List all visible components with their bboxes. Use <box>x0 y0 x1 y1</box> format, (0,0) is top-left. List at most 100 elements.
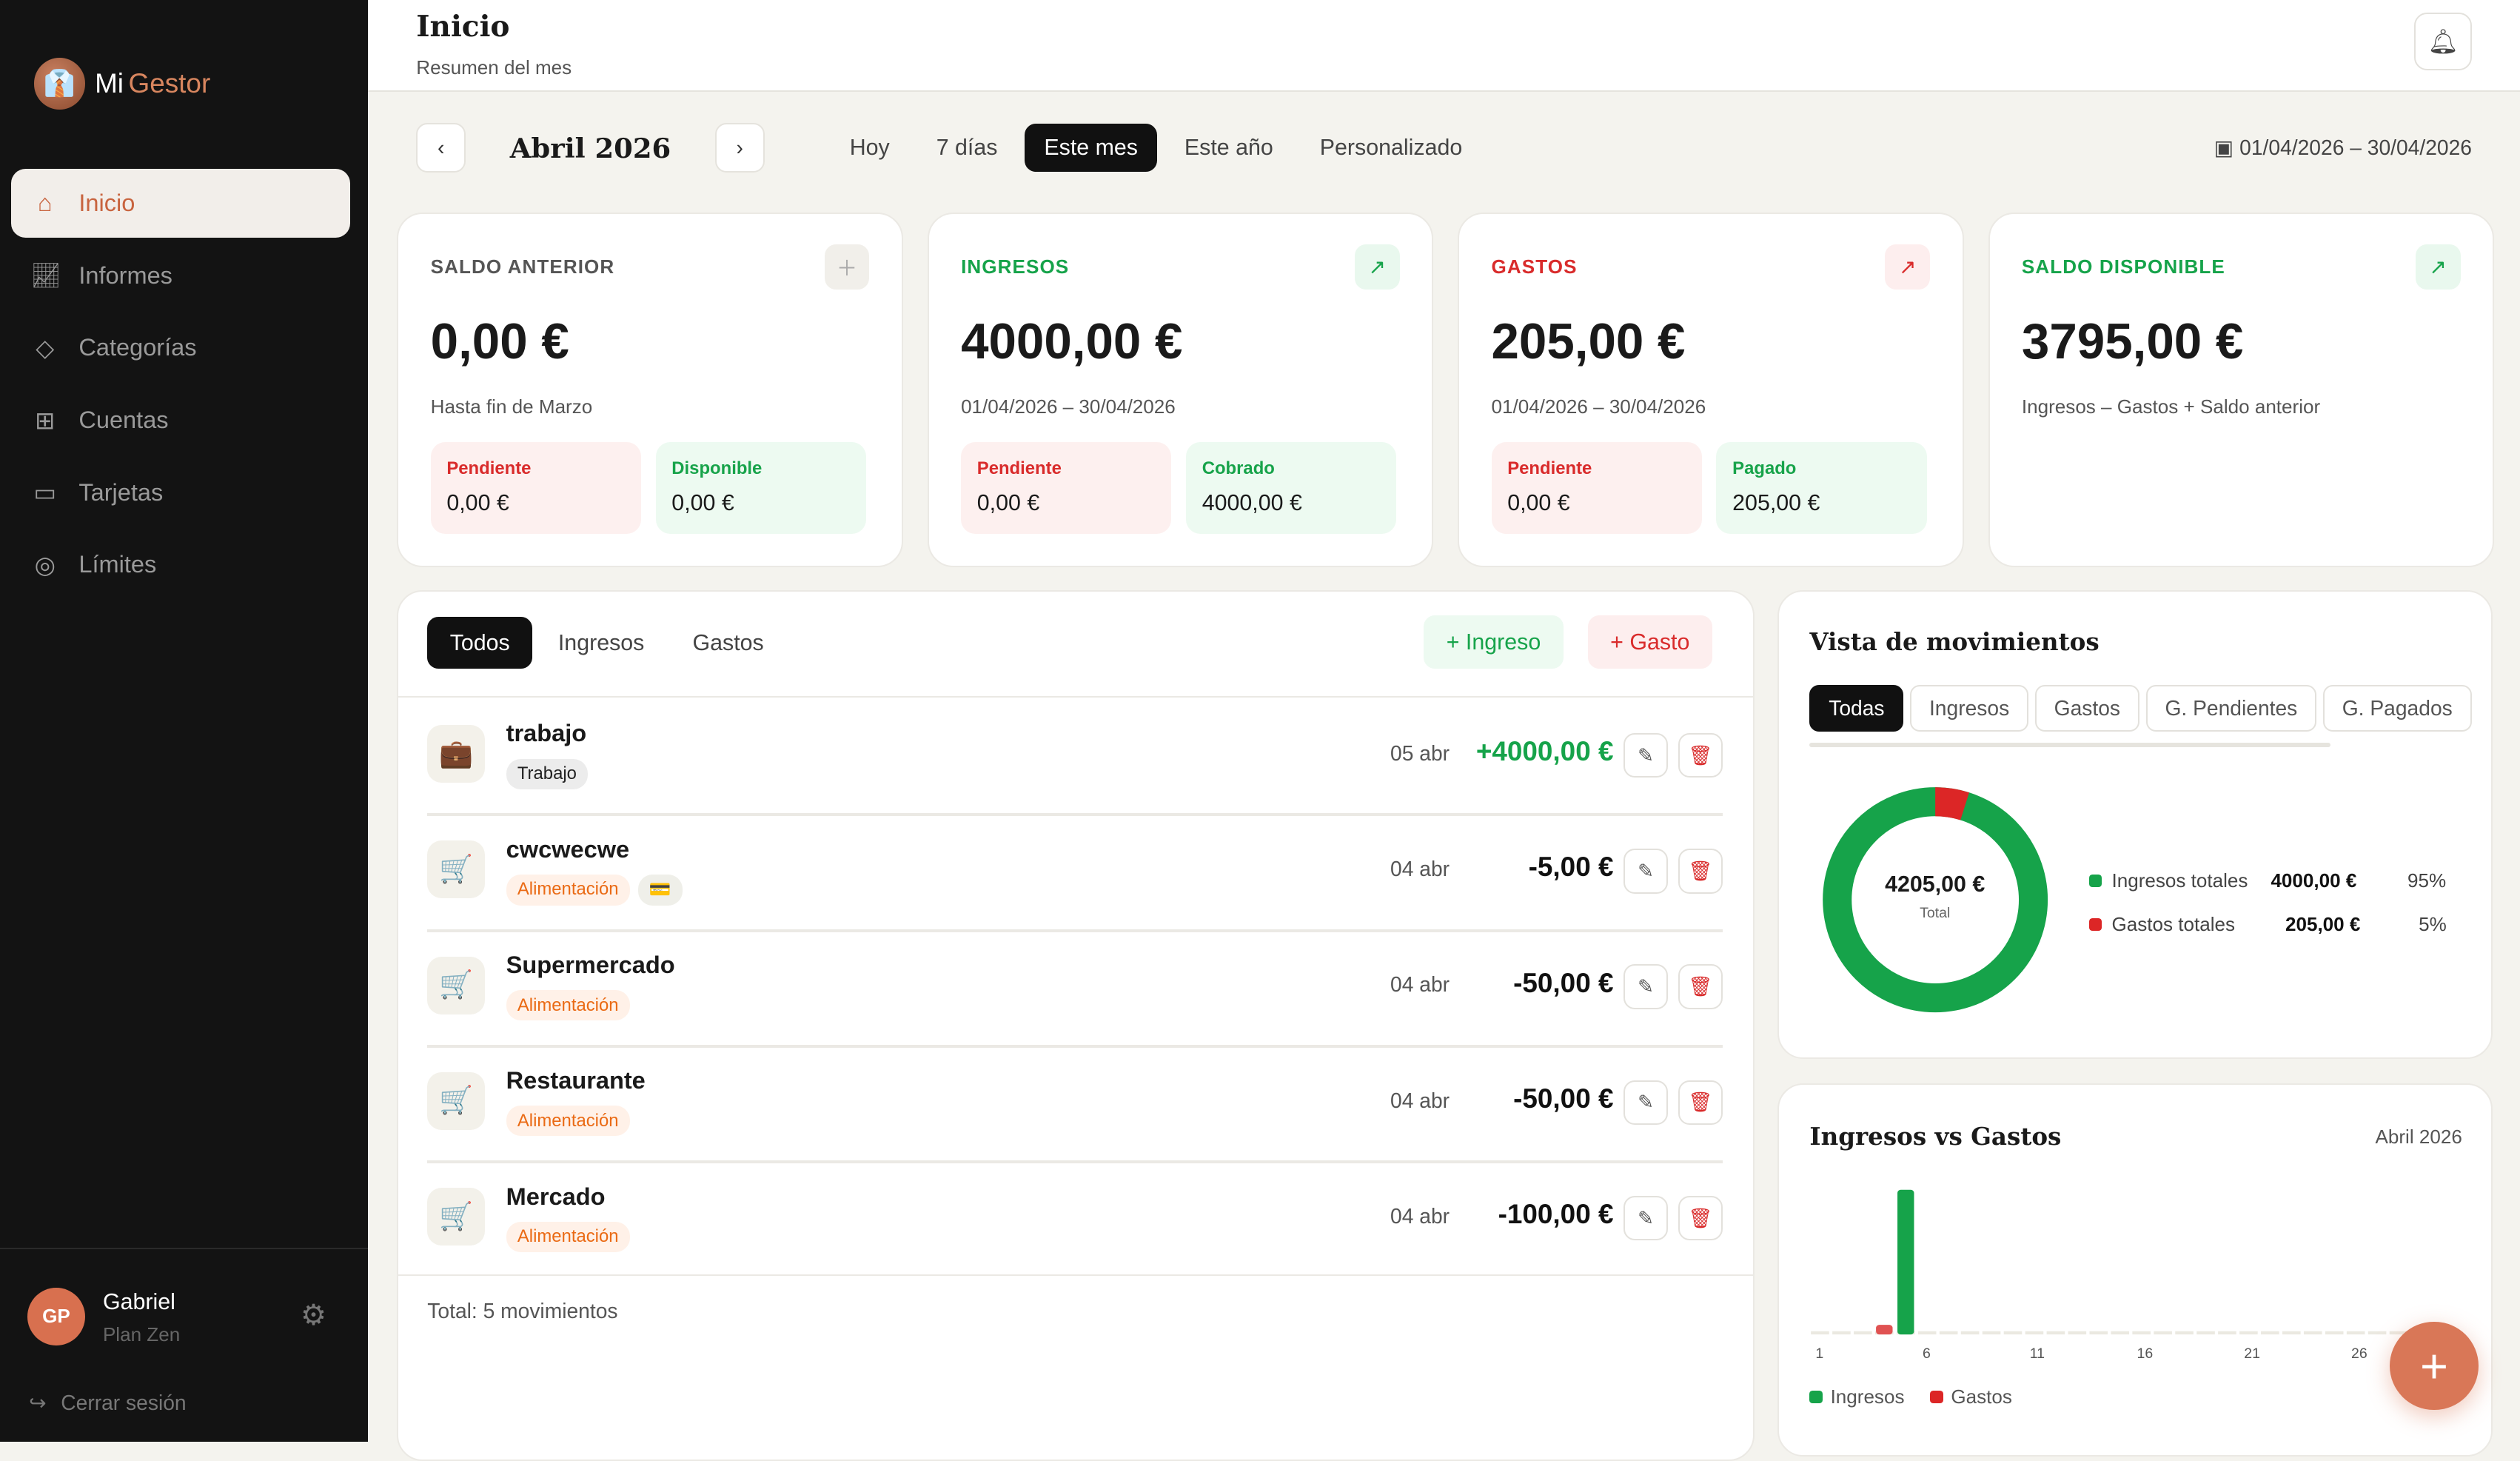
tag-icon: ◇ <box>36 334 55 361</box>
sub-pendiente: Pendiente 0,00 € <box>1491 441 1702 534</box>
card-saldo-anterior: SALDO ANTERIOR ＋ 0,00 € Hasta fin de Mar… <box>397 212 903 567</box>
tie-logo-icon: 👔 <box>33 58 86 110</box>
tab-7-dias[interactable]: 7 días <box>936 135 998 161</box>
vtab-g-pagados[interactable]: G. Pagados <box>2322 684 2472 732</box>
sub-label: Pendiente <box>976 458 1062 478</box>
sidebar-item-categorias[interactable]: ◇ Categorías <box>11 313 350 382</box>
movement-row[interactable]: 🛒 Supermercado Alimentación 04 abr -50,0… <box>427 929 1723 1048</box>
tab-hoy[interactable]: Hoy <box>849 135 890 161</box>
baseline-segment <box>2132 1331 2151 1334</box>
stat-label: SALDO DISPONIBLE <box>2021 255 2225 278</box>
baseline-segment <box>1983 1331 2001 1334</box>
sidebar-item-label: Cuentas <box>78 407 169 434</box>
prev-month-button[interactable]: ‹ <box>416 123 466 173</box>
baseline-segment <box>2154 1331 2173 1334</box>
trash-icon[interactable]: 🗑︎ <box>1678 1196 1723 1241</box>
tab-ingresos[interactable]: Ingresos <box>557 629 645 655</box>
sidebar-item-inicio[interactable]: ⌂ Inicio <box>11 168 351 238</box>
arrow-up-right-icon: ↗ <box>1885 244 1931 290</box>
tabs-scrollbar[interactable] <box>1809 742 2330 748</box>
sidebar-item-tarjetas[interactable]: ▭ Tarjetas <box>11 458 350 527</box>
tab-personalizado[interactable]: Personalizado <box>1319 135 1463 161</box>
trash-icon[interactable]: 🗑︎ <box>1678 849 1723 894</box>
baseline-segment <box>2196 1331 2216 1334</box>
sidebar-item-informes[interactable]: 📈︎ Informes <box>11 241 350 310</box>
x-tick-label: 26 <box>2350 1345 2367 1362</box>
header: Inicio Resumen del mes 🔔︎ <box>368 0 2520 92</box>
legend-label: Ingresos <box>1830 1385 1905 1408</box>
add-fab-button[interactable]: + <box>2390 1321 2479 1410</box>
tab-este-ano[interactable]: Este año <box>1184 135 1273 161</box>
movement-amount: -50,00 € <box>1513 967 1614 998</box>
add-expense-button[interactable]: + Gasto <box>1587 615 1712 669</box>
x-tick-label: 11 <box>2029 1345 2045 1362</box>
movement-amount: +4000,00 € <box>1475 736 1614 767</box>
sub-pendiente: Pendiente 0,00 € <box>430 441 642 534</box>
logout-button[interactable]: ↪ Cerrar sesión <box>29 1391 187 1415</box>
baseline-segment <box>2004 1331 2023 1334</box>
sidebar-item-limites[interactable]: ◎ Límites <box>11 530 350 599</box>
tab-este-mes[interactable]: Este mes <box>1025 124 1158 173</box>
next-month-button[interactable]: › <box>714 123 765 173</box>
sub-value: 0,00 € <box>671 489 734 515</box>
vtab-ingresos[interactable]: Ingresos <box>1910 684 2029 732</box>
baseline-segment <box>2390 1331 2408 1334</box>
x-tick-label: 16 <box>2137 1345 2154 1362</box>
movement-row[interactable]: 🛒 Restaurante Alimentación 04 abr -50,00… <box>427 1045 1723 1164</box>
edit-icon[interactable]: ✎ <box>1623 732 1669 778</box>
baseline-segment <box>2304 1331 2322 1334</box>
sub-value: 205,00 € <box>1732 489 1820 515</box>
tab-gastos[interactable]: Gastos <box>692 629 764 655</box>
user-name: Gabriel <box>102 1288 175 1314</box>
edit-icon[interactable]: ✎ <box>1623 1080 1669 1126</box>
donut-total-label: Total <box>1920 905 1951 922</box>
baseline-segment <box>2068 1331 2087 1334</box>
sidebar-item-label: Límites <box>78 551 157 578</box>
edit-icon[interactable]: ✎ <box>1623 1196 1669 1241</box>
movement-amount: -100,00 € <box>1498 1199 1614 1230</box>
trash-icon[interactable]: 🗑︎ <box>1678 1080 1723 1126</box>
sub-value: 0,00 € <box>1507 489 1570 515</box>
total-count: Total: 5 movimientos <box>427 1298 618 1323</box>
legend-label: Gastos <box>1951 1385 2012 1408</box>
edit-icon[interactable]: ✎ <box>1623 964 1669 1009</box>
bell-icon[interactable]: 🔔︎ <box>2414 13 2472 71</box>
vtab-g-pendientes[interactable]: G. Pendientes <box>2145 684 2317 732</box>
baseline-segment <box>2046 1331 2065 1334</box>
logo[interactable]: 👔 Mi Gestor <box>33 58 210 110</box>
ingresos-vs-gastos-panel: Ingresos vs Gastos Abril 2026 1 6 11 16 21 26… <box>1777 1083 2493 1457</box>
movement-row[interactable]: 🛒 Mercado Alimentación 04 abr -100,00 € … <box>427 1160 1723 1276</box>
tab-todos[interactable]: Todos <box>427 617 533 669</box>
chart-icon: 📈︎ <box>30 262 61 290</box>
donut-gastos <box>1822 787 2048 1013</box>
vista-title: Vista de movimientos <box>1809 626 2100 656</box>
stat-note: 01/04/2026 – 30/04/2026 <box>1491 395 1706 418</box>
plus-icon[interactable]: ＋ <box>824 244 870 290</box>
chart-subtitle: Abril 2026 <box>2375 1125 2462 1148</box>
add-income-button[interactable]: + Ingreso <box>1424 615 1564 669</box>
movement-row[interactable]: 💼 trabajo Trabajo 05 abr +4000,00 € ✎ 🗑︎ <box>427 698 1723 817</box>
date-range-label: 01/04/2026 – 30/04/2026 <box>2239 136 2472 160</box>
date-range[interactable]: ▣ 01/04/2026 – 30/04/2026 <box>2214 136 2472 160</box>
movement-date: 05 abr <box>1390 740 1450 765</box>
movement-row[interactable]: 🛒 cwcwecwe Alimentación 💳 04 abr -5,00 € … <box>427 813 1723 932</box>
sub-cobrado: Cobrado 4000,00 € <box>1186 441 1397 534</box>
card-gastos: GASTOS ↗ 205,00 € 01/04/2026 – 30/04/202… <box>1458 212 1964 567</box>
cart-icon: 🛒 <box>427 840 486 899</box>
baseline-segment <box>2282 1331 2301 1334</box>
legend-ingresos: Ingresos totales 4000,00 € 95% <box>2089 869 2446 892</box>
edit-icon[interactable]: ✎ <box>1623 849 1669 894</box>
baseline-segment <box>2368 1331 2387 1334</box>
movements-panel: Todos Ingresos Gastos + Ingreso + Gasto … <box>397 589 1755 1461</box>
trash-icon[interactable]: 🗑︎ <box>1678 964 1723 1009</box>
movement-name: trabajo <box>506 720 587 747</box>
vtab-todas[interactable]: Todas <box>1809 684 1904 732</box>
sidebar-item-cuentas[interactable]: ⊞ Cuentas <box>11 386 350 455</box>
baseline-segment <box>1918 1331 1937 1334</box>
category-tag: Alimentación <box>506 990 630 1021</box>
sub-label: Cobrado <box>1202 458 1275 478</box>
trash-icon[interactable]: 🗑︎ <box>1678 732 1723 778</box>
stat-value: 0,00 € <box>430 314 569 370</box>
vtab-gastos[interactable]: Gastos <box>2034 684 2139 732</box>
gear-icon[interactable]: ⚙ <box>300 1299 326 1331</box>
